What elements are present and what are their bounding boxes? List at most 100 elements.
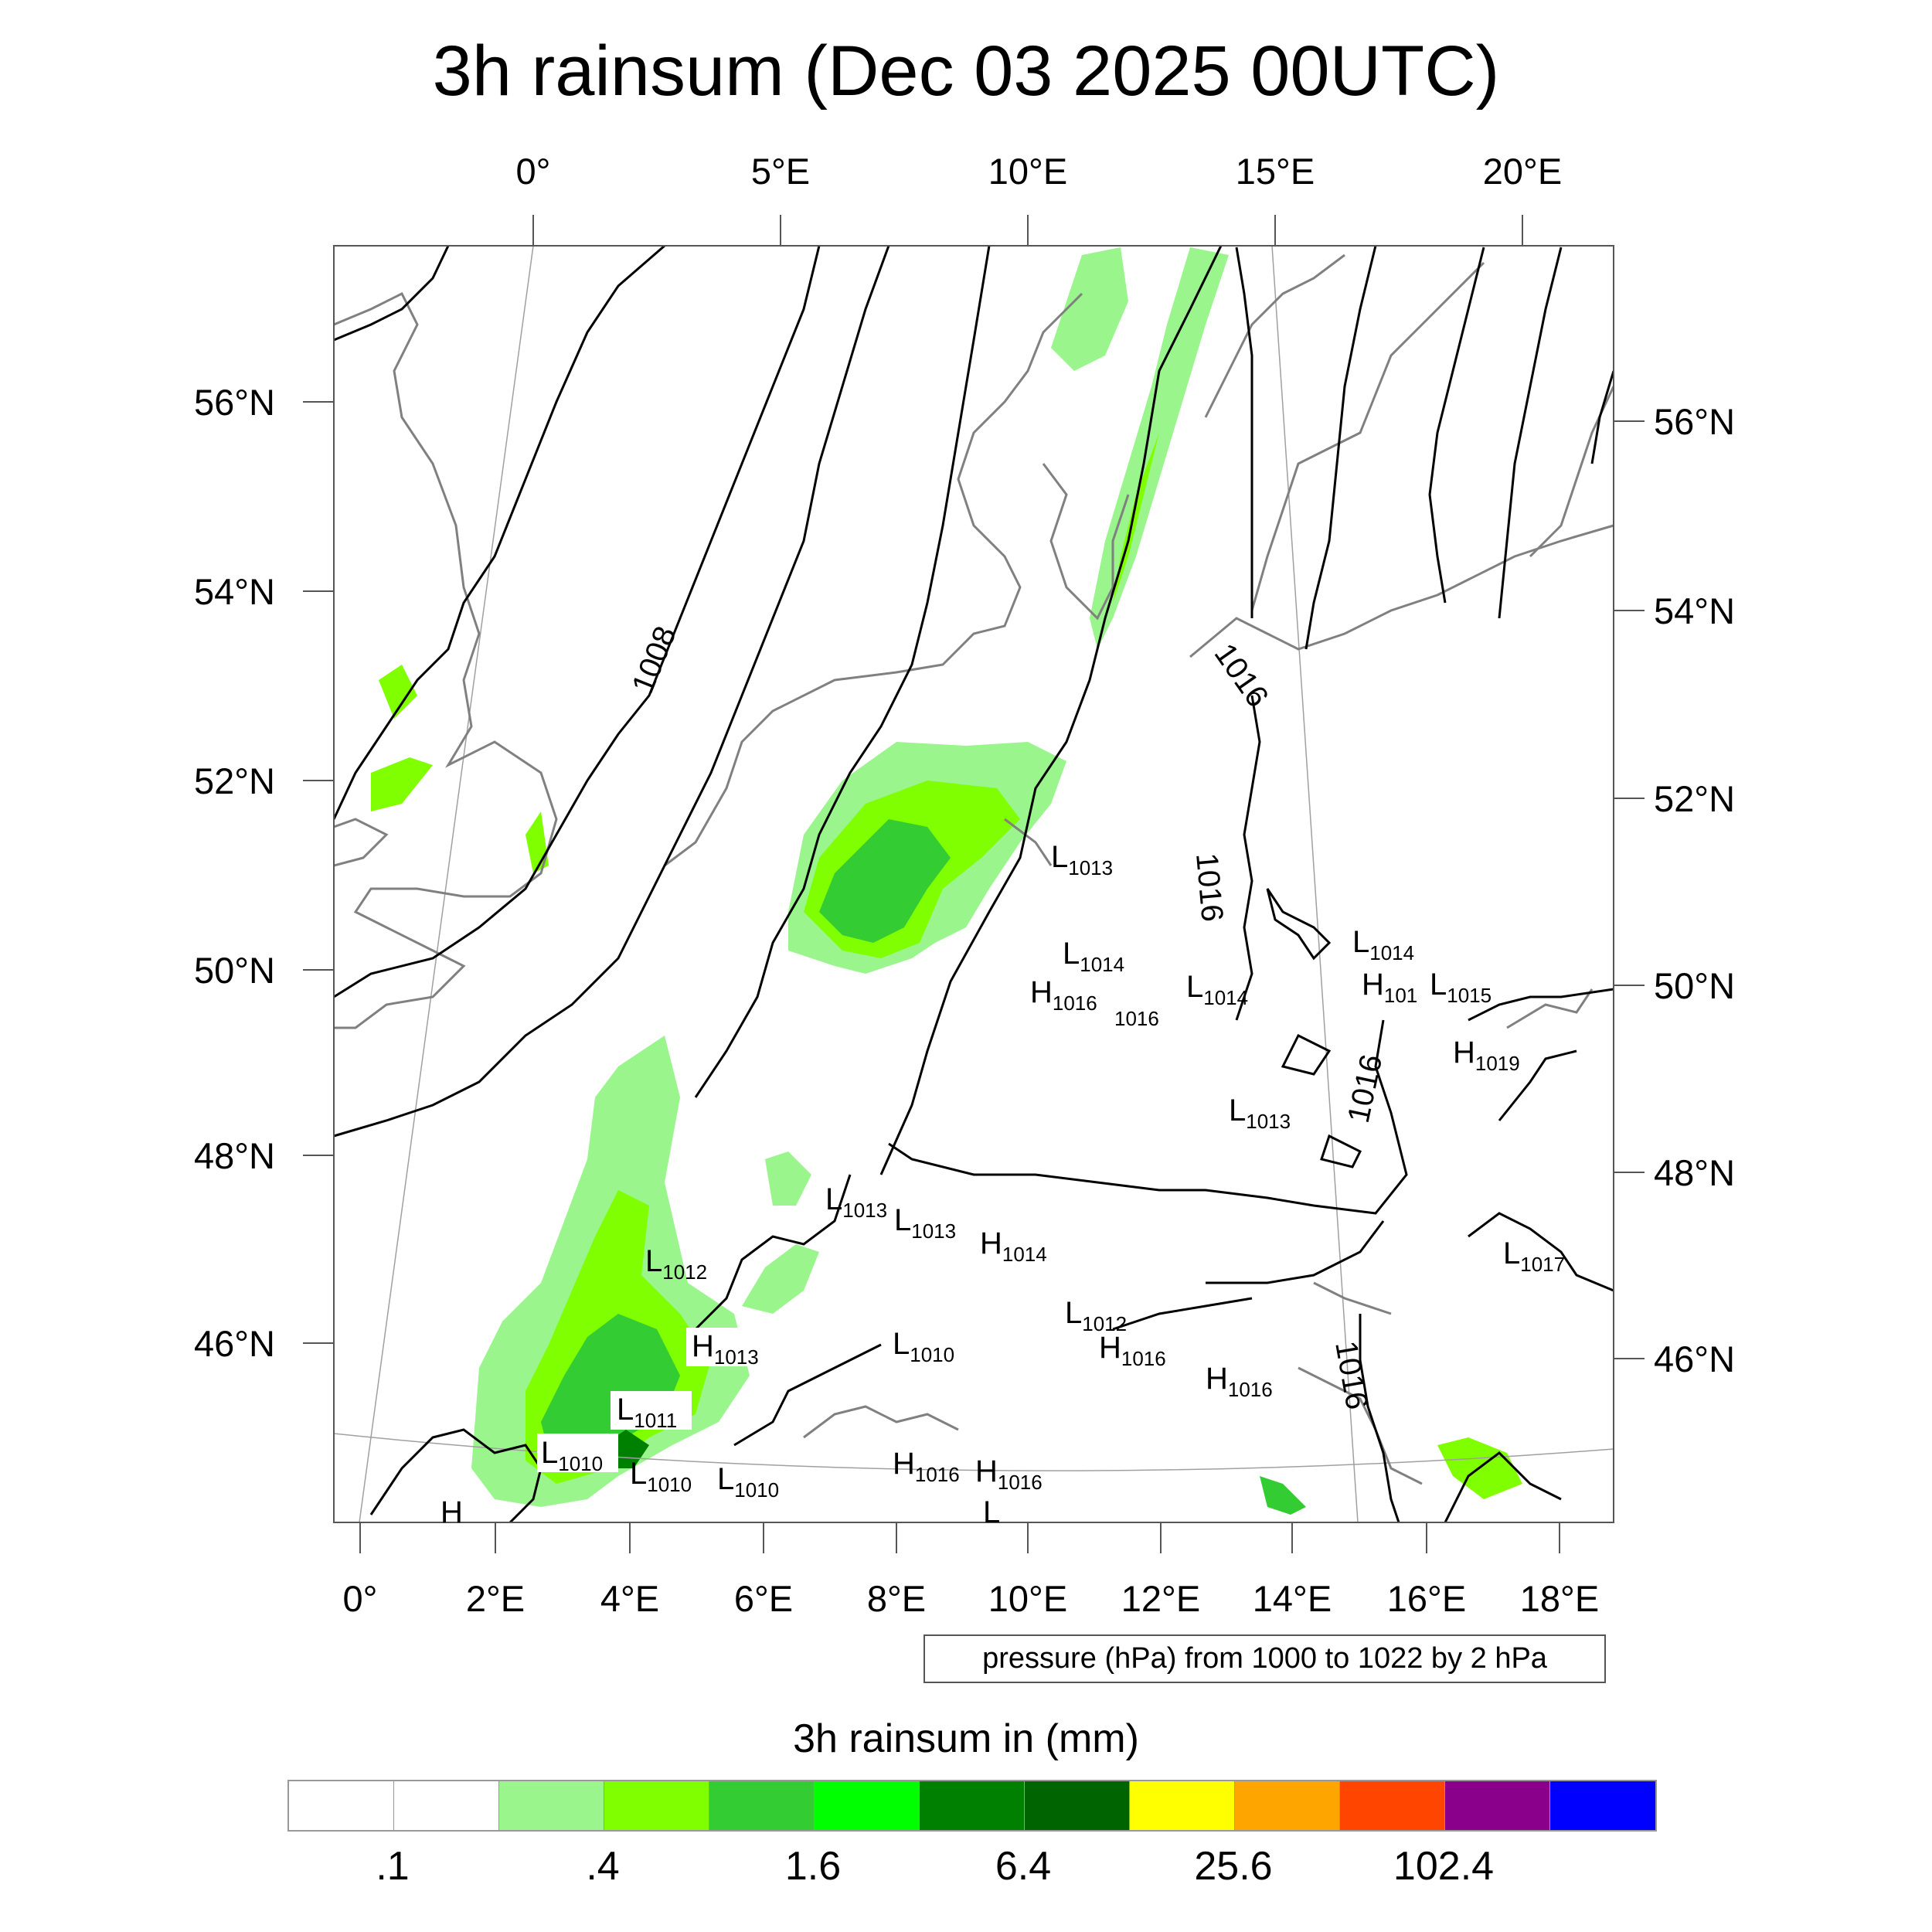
lon-label: 10°E [988, 151, 1067, 192]
coastlines [334, 253, 1614, 1485]
colorbar-swatch [920, 1781, 1025, 1830]
colorbar-swatch [394, 1781, 499, 1830]
pressure-center: L1011 [617, 1393, 677, 1432]
pressure-center: L1013 [825, 1182, 887, 1222]
lon-label: 15°E [1236, 151, 1315, 192]
colorbar-swatch [289, 1781, 394, 1830]
lat-label: 54°N [194, 571, 275, 612]
pressure-center: H101 [1362, 968, 1417, 1007]
lat-label: 48°N [194, 1135, 275, 1176]
pressure-center: L1010 [717, 1462, 779, 1502]
colorbar-swatch [1445, 1781, 1550, 1830]
lon-label: 8°E [867, 1578, 926, 1619]
pressure-center: L [983, 1495, 1000, 1529]
lon-label: 10°E [988, 1578, 1067, 1619]
rain-area-uk-2 [379, 665, 417, 719]
lon-label: 4°E [600, 1578, 659, 1619]
rain-area-swiss [765, 1151, 811, 1206]
colorbar-swatch [499, 1781, 604, 1830]
pressure-center: L1013 [1051, 840, 1113, 879]
lat-label: 50°N [194, 950, 275, 991]
pressure-info-box: pressure (hPa) from 1000 to 1022 by 2 hP… [923, 1634, 1606, 1683]
lat-label: 52°N [1654, 778, 1735, 819]
pressure-center: H [440, 1495, 463, 1529]
colorbar-label: 25.6 [1194, 1844, 1273, 1889]
pressure-center: L1010 [630, 1457, 692, 1496]
contour-label: 1008 [626, 621, 683, 698]
pressure-center: L1013 [894, 1203, 956, 1243]
lon-label: 18°E [1520, 1578, 1599, 1619]
isobars [334, 246, 1614, 1522]
pressure-center: L1013 [1229, 1094, 1291, 1133]
colorbar-swatch [1550, 1781, 1655, 1830]
lat-label: 50°N [1654, 965, 1735, 1006]
contour-label: 1016 [1189, 852, 1230, 923]
contour-labels: 1008 1016 1016 1016 1016 1016 [626, 621, 1389, 1412]
colorbar-swatch [1340, 1781, 1445, 1830]
rain-area-benelux-inner [819, 819, 951, 943]
pressure-center: L1010 [541, 1436, 603, 1475]
colorbar-swatch [604, 1781, 709, 1830]
colorbar-swatch [1235, 1781, 1340, 1830]
pressure-center: L1015 [1430, 968, 1492, 1007]
pressure-center: L1010 [893, 1327, 954, 1366]
lon-label: 0° [516, 151, 551, 192]
colorbar-label: 1.6 [784, 1844, 842, 1889]
rain-area-slovenia [1260, 1476, 1306, 1515]
top-lon-labels: 0° 5°E 10°E 15°E 20°E [516, 151, 1563, 192]
lon-label: 2°E [466, 1578, 525, 1619]
pressure-center: H1013 [692, 1329, 759, 1369]
lon-label: 6°E [734, 1578, 793, 1619]
colorbar-label: .1 [376, 1844, 410, 1889]
colorbar-swatch [1025, 1781, 1130, 1830]
left-lat-labels: 56°N 54°N 52°N 50°N 48°N 46°N [194, 382, 275, 1364]
colorbar-swatch [709, 1781, 815, 1830]
pressure-center: L1014 [1063, 937, 1124, 976]
lat-label: 54°N [1654, 590, 1735, 631]
contour-label: 1016 [1342, 1052, 1389, 1126]
pressure-center: 1016 [1114, 1007, 1159, 1030]
pressure-center: H1016 [1206, 1362, 1273, 1401]
map-frame [333, 245, 1614, 1523]
lon-label: 14°E [1253, 1578, 1332, 1619]
tick-marks [303, 215, 1645, 1553]
lon-label: 20°E [1483, 151, 1562, 192]
bottom-lon-labels: 0° 2°E 4°E 6°E 8°E 10°E 12°E 14°E 16°E 1… [343, 1578, 1600, 1619]
pressure-center: H1016 [1099, 1331, 1166, 1370]
lat-label: 56°N [1654, 401, 1735, 442]
contour-label: 1016 [1328, 1338, 1374, 1412]
lat-label: 48°N [1654, 1152, 1735, 1193]
pressure-center: L1012 [645, 1244, 707, 1284]
pressure-centers: L1013 L1014 H1016 1016 L1014 L1014 H101 … [440, 840, 1565, 1529]
lat-label: 52°N [194, 760, 275, 801]
colorbar-title: 3h rainsum in (mm) [793, 1716, 1139, 1761]
right-lat-labels: 56°N 54°N 52°N 50°N 48°N 46°N [1654, 401, 1735, 1379]
pressure-center: H1019 [1453, 1036, 1520, 1075]
lat-label: 46°N [194, 1323, 275, 1364]
rain-area-bavaria [742, 1244, 819, 1314]
pressure-center: L1014 [1352, 925, 1414, 964]
colorbar-swatch [1130, 1781, 1235, 1830]
colorbar-swatch [815, 1781, 920, 1830]
colorbar [287, 1780, 1657, 1832]
pressure-center: H1014 [980, 1226, 1047, 1266]
colorbar-label: .4 [586, 1844, 620, 1889]
graticule [334, 246, 1614, 1522]
colorbar-label: 102.4 [1393, 1844, 1495, 1889]
rain-area-sweden-core [1113, 433, 1159, 603]
rain-area-uk-1 [371, 757, 433, 811]
pressure-center: H1016 [1030, 975, 1097, 1015]
lon-label: 16°E [1387, 1578, 1466, 1619]
lon-label: 12°E [1121, 1578, 1200, 1619]
rain-area-denmark [1051, 247, 1128, 371]
lon-label: 0° [343, 1578, 378, 1619]
rain-area-uk-3 [526, 811, 549, 873]
pressure-center: L1012 [1065, 1296, 1127, 1335]
lon-label: 5°E [751, 151, 810, 192]
pressure-center: H1016 [893, 1447, 960, 1486]
pressure-center: L1017 [1503, 1236, 1565, 1276]
map-title: 3h rainsum (Dec 03 2025 00UTC) [432, 32, 1500, 111]
colorbar-label: 6.4 [995, 1844, 1052, 1889]
pressure-center: H1016 [975, 1454, 1043, 1494]
